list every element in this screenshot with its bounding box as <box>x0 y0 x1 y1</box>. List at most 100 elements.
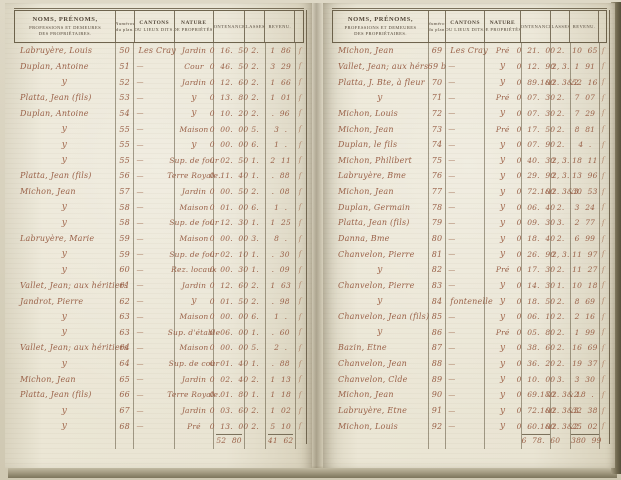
cell-nature: Jardin <box>174 74 213 90</box>
cell-plan-number: 52 <box>114 74 134 90</box>
cell-proprietor-name: Michon, Jean <box>338 187 394 197</box>
margin-tick: ſ <box>295 402 304 419</box>
cell-classe: 1. <box>244 355 265 372</box>
cell-nature: Pré <box>483 261 521 278</box>
cell-contenance: 0 01. 80 <box>210 387 248 403</box>
cell-plan-number: 69 <box>427 43 446 59</box>
cell-revenu: 6 99 <box>570 230 599 247</box>
cell-contenance: 0 01. 40 <box>210 355 248 372</box>
cell-nature: y <box>174 136 213 153</box>
cell-revenu: 10 65 <box>570 43 599 59</box>
cell-contenance: 0 02. 50 <box>210 152 248 169</box>
cell-classe: 5. <box>244 121 265 137</box>
cell-nature: Jardin <box>174 183 213 200</box>
cell-proprietor-name: Platta, Jean (fils) <box>338 218 410 228</box>
cell-plan-number: 90 <box>427 387 446 403</box>
margin-tick: ſ <box>598 58 607 75</box>
cell-canton: — <box>133 136 174 153</box>
cell-proprietor-name: y <box>61 421 68 432</box>
margin-tick: ſ <box>598 199 607 216</box>
total-revenu: 380 99 <box>570 434 602 446</box>
cell-plan-number: 87 <box>427 340 446 356</box>
cell-classe: 2. <box>244 293 265 309</box>
margin-tick: ſ <box>598 246 607 262</box>
ledger-row: Chanvelon, Pierre 81 — y 0 26. 90 2, 3. … <box>332 246 607 262</box>
cell-contenance: 0 00. 00 <box>210 340 248 356</box>
cell-classe: 2. <box>550 308 570 325</box>
ledger-row: Labruyère, Bme 76 — y 0 29. 90 2, 3. 13 … <box>332 168 607 184</box>
cell-classe: 2. <box>550 230 570 247</box>
cell-revenu: 1 86 <box>265 43 295 59</box>
margin-tick: ſ <box>295 136 304 153</box>
cell-proprietor-name: Danna, Bme <box>338 234 390 243</box>
column-header-numeros: Numéros du plan. <box>115 11 134 42</box>
column-header-classes: CLASSES. <box>243 11 264 42</box>
cell-plan-number: 55 <box>114 121 134 137</box>
cell-revenu: 7 29 <box>570 105 599 122</box>
cell-canton: — <box>133 105 174 122</box>
totals-row-right: 6 78. 60 380 99 <box>332 434 607 446</box>
cell-nature: y <box>483 215 521 231</box>
cell-classe: 2. <box>550 121 570 137</box>
cell-revenu: 4 . <box>570 136 599 153</box>
cell-classe: 2. <box>550 89 570 106</box>
cell-canton: — <box>445 121 484 137</box>
cell-canton: — <box>445 246 484 262</box>
cell-plan-number: 77 <box>427 183 446 200</box>
cell-canton: — <box>133 418 174 435</box>
cell-proprietor-name: Chanvelon, Clde <box>338 374 408 384</box>
cell-classe: 2, 3. <box>550 58 570 75</box>
cell-classe: 1. <box>244 152 265 169</box>
cell-proprietor-name: Duplan, Germain <box>338 202 411 212</box>
cell-revenu: . 30 <box>265 246 295 262</box>
ledger-row: Michon, Jean 77 — y 0 72. 00 1&2. 3&3. 3… <box>332 183 607 200</box>
cell-contenance: 0 01. 50 <box>210 293 248 309</box>
cell-canton: — <box>133 261 174 278</box>
cell-nature: Jardin <box>174 277 213 294</box>
cell-classe: 2, 3. <box>550 246 570 262</box>
cell-nature: Sup. de four <box>169 152 218 169</box>
cell-revenu: 7 07 <box>570 89 599 106</box>
cell-revenu: . 88 <box>265 168 295 184</box>
cell-nature: Pré <box>483 89 521 106</box>
cell-contenance: 0 26. 90 <box>517 246 555 262</box>
cell-contenance: 0 14. 30 <box>517 277 555 294</box>
cell-revenu: 18 11 <box>570 152 599 169</box>
cell-nature: y <box>483 371 521 388</box>
cell-proprietor-name: Michon, Jean <box>338 124 394 134</box>
margin-tick: ſ <box>598 230 607 247</box>
cell-canton: — <box>445 152 484 169</box>
cell-revenu: 2 16 <box>570 308 599 325</box>
cell-proprietor-name: Labruyère, Marie <box>20 234 95 243</box>
cell-revenu: 1 . <box>265 136 295 153</box>
cell-proprietor-name: Labruyère, Etne <box>338 406 408 416</box>
cell-canton: — <box>445 183 484 200</box>
ledger-row: y 71 — Pré 0 07. 30 2. 7 07 ſ <box>332 89 607 106</box>
cell-revenu: 5 10 <box>265 418 295 435</box>
cell-plan-number: 69 b <box>428 58 446 75</box>
cell-revenu: 1 66 <box>265 74 295 90</box>
margin-tick: ſ <box>295 324 304 341</box>
cell-nature: y <box>483 277 521 294</box>
cell-nature: Jardin <box>174 402 213 419</box>
cell-canton: — <box>133 199 174 216</box>
cell-classe: 2. <box>244 58 265 75</box>
margin-tick: ſ <box>295 43 304 59</box>
cell-plan-number: 92 <box>427 418 446 435</box>
cell-proprietor-name: Labruyère, Louis <box>20 46 93 56</box>
margin-tick: ſ <box>598 183 607 200</box>
ledger-row: y 58 — Sup. de four 0 12. 30 1. 1 25 ſ <box>14 215 304 231</box>
cell-plan-number: 67 <box>114 402 134 419</box>
cell-nature: y <box>483 74 521 90</box>
cell-canton: — <box>133 340 174 356</box>
margin-tick: ſ <box>598 74 607 90</box>
cell-classe: 5. <box>244 340 265 356</box>
cell-classe: 2. <box>550 261 570 278</box>
column-header-contenance: CONTENANCE. <box>520 11 550 42</box>
cell-revenu: . 09 <box>265 261 295 278</box>
cell-proprietor-name: Vallet, Jean; aux héritiers <box>20 280 129 290</box>
cell-plan-number: 54 <box>114 105 134 122</box>
cell-contenance: 0 40. 30 <box>517 152 555 169</box>
cell-contenance: 0 00. 00 <box>210 136 248 153</box>
cell-classe: 2. <box>550 340 570 356</box>
